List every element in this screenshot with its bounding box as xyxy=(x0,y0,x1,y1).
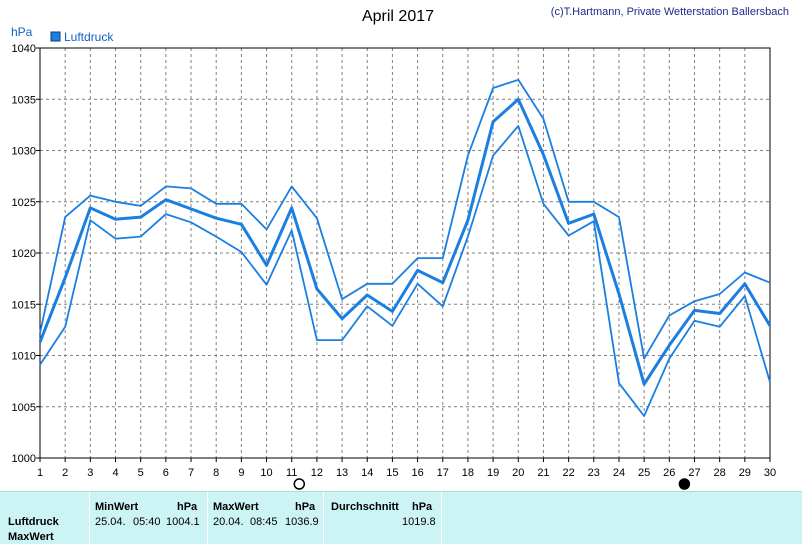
y-tick-label: 1025 xyxy=(12,197,36,209)
series-line-max xyxy=(39,78,771,360)
x-tick-label: 29 xyxy=(739,467,751,479)
max-date: 20.04. xyxy=(213,516,244,528)
x-tick-label: 1 xyxy=(37,467,43,479)
min-unit: hPa xyxy=(177,501,198,513)
series-line-mean xyxy=(38,97,772,386)
x-tick-label: 24 xyxy=(613,467,625,479)
max-value: 1036.9 xyxy=(285,516,319,528)
full-moon-icon xyxy=(293,478,306,490)
summary-row-label: Luftdruck xyxy=(8,516,59,528)
x-tick-label: 22 xyxy=(562,467,574,479)
x-tick-label: 8 xyxy=(213,467,219,479)
y-tick-label: 1040 xyxy=(12,43,36,55)
y-tick-label: 1030 xyxy=(12,146,36,158)
avg-value: 1019.8 xyxy=(402,516,436,528)
x-tick-label: 12 xyxy=(311,467,323,479)
x-tick-label: 30 xyxy=(764,467,776,479)
x-tick-label: 23 xyxy=(588,467,600,479)
avg-unit: hPa xyxy=(412,501,433,513)
grid-layer xyxy=(40,48,770,458)
x-tick-label: 21 xyxy=(537,467,549,479)
credit-text: (c)T.Hartmann, Private Wetterstation Bal… xyxy=(551,6,789,18)
y-tick-label: 1035 xyxy=(12,94,36,106)
series-line-min xyxy=(39,125,771,417)
x-tick-label: 13 xyxy=(336,467,348,479)
series-layer xyxy=(38,78,772,417)
max-unit: hPa xyxy=(295,501,316,513)
summary-table: Luftdruck MaxWert MinWert hPa 25.04. 05:… xyxy=(0,491,802,544)
column-divider xyxy=(89,492,90,544)
y-tick-label: 1015 xyxy=(12,299,36,311)
x-tick-label: 17 xyxy=(437,467,449,479)
max-time: 08:45 xyxy=(250,516,278,528)
min-date: 25.04. xyxy=(95,516,126,528)
column-divider xyxy=(323,492,324,544)
column-divider xyxy=(441,492,442,544)
legend-swatch xyxy=(50,31,61,42)
y-tick-label: 1020 xyxy=(12,248,36,260)
x-tick-label: 9 xyxy=(238,467,244,479)
x-tick-label: 3 xyxy=(87,467,93,479)
x-tick-label: 4 xyxy=(112,467,118,479)
pressure-chart: April 2017 (c)T.Hartmann, Private Wetter… xyxy=(11,6,789,490)
x-tick-label: 26 xyxy=(663,467,675,479)
min-value: 1004.1 xyxy=(166,516,200,528)
x-tick-label: 10 xyxy=(260,467,272,479)
x-tick-label: 25 xyxy=(638,467,650,479)
x-tick-label: 16 xyxy=(411,467,423,479)
x-tick-label: 2 xyxy=(62,467,68,479)
x-tick-label: 7 xyxy=(188,467,194,479)
y-axis-unit: hPa xyxy=(11,25,33,39)
avg-header: Durchschnitt xyxy=(331,501,399,513)
y-tick-label: 1000 xyxy=(12,453,36,465)
legend-label: Luftdruck xyxy=(64,30,114,44)
min-header: MinWert xyxy=(95,501,139,513)
x-tick-label: 18 xyxy=(462,467,474,479)
x-tick-label: 15 xyxy=(386,467,398,479)
x-tick-label: 19 xyxy=(487,467,499,479)
moon-markers xyxy=(293,478,691,490)
max-header: MaxWert xyxy=(213,501,259,513)
x-tick-label: 28 xyxy=(714,467,726,479)
summary-row-label-2: MaxWert xyxy=(8,531,54,543)
chart-title: April 2017 xyxy=(362,8,434,25)
new-moon-icon xyxy=(678,478,691,490)
x-tick-label: 11 xyxy=(286,467,297,479)
column-divider xyxy=(207,492,208,544)
x-tick-label: 27 xyxy=(688,467,700,479)
min-time: 05:40 xyxy=(133,516,161,528)
x-tick-label: 6 xyxy=(163,467,169,479)
x-tick-label: 14 xyxy=(361,467,373,479)
y-tick-label: 1010 xyxy=(12,351,36,363)
x-tick-label: 20 xyxy=(512,467,524,479)
ticks-layer: 1 2 3 4 5 6 7 8 9 10 11 12 13 14 15 16 17 18 19 20 21 22 23 24 2… xyxy=(12,43,777,479)
x-tick-label: 5 xyxy=(138,467,144,479)
y-tick-label: 1005 xyxy=(12,402,36,414)
